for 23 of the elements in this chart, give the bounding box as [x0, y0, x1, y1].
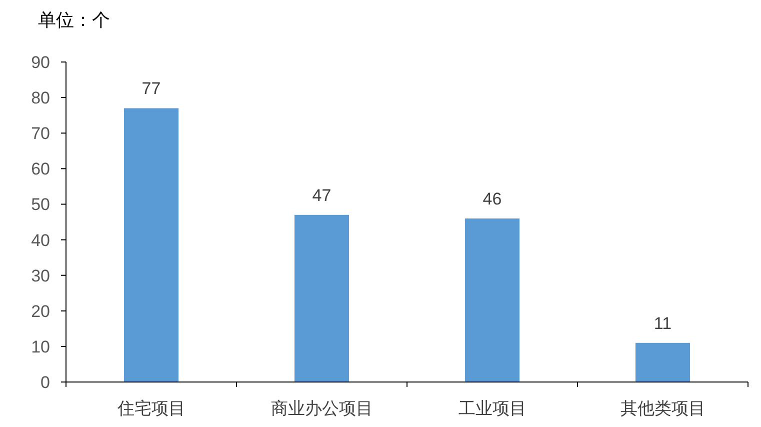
y-tick-label: 20	[31, 302, 50, 321]
data-label: 47	[312, 186, 332, 205]
data-label: 77	[142, 79, 161, 98]
bar	[294, 214, 350, 382]
x-tick-label: 商业办公项目	[270, 399, 373, 418]
data-label: 11	[654, 314, 672, 333]
y-tick-label: 40	[31, 230, 50, 250]
y-tick-label: 10	[31, 337, 50, 356]
bar	[464, 218, 520, 382]
x-tick-label: 工业项目	[458, 399, 526, 418]
y-tick-label: 0	[40, 373, 50, 392]
bar	[124, 108, 179, 382]
y-tick-label: 60	[31, 160, 50, 179]
y-tick-label: 30	[31, 266, 50, 286]
y-tick-label: 50	[31, 195, 50, 214]
y-tick-label: 80	[31, 88, 50, 108]
y-tick-label: 90	[31, 53, 50, 72]
x-tick-label: 其他类项目	[620, 399, 706, 418]
x-tick-label: 住宅项目	[116, 399, 186, 418]
chart-title: 单位：个	[38, 10, 110, 30]
y-tick-label: 70	[31, 124, 50, 144]
bar	[635, 342, 690, 382]
data-label: 46	[482, 189, 502, 208]
